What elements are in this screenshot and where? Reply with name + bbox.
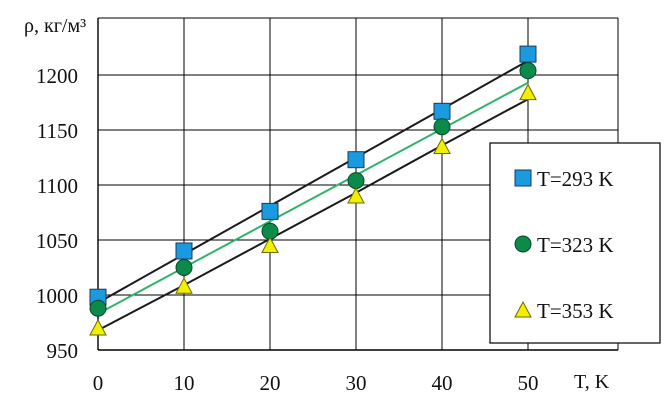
- triangle-marker: [347, 186, 365, 204]
- x-tick-label: 30: [346, 371, 367, 395]
- x-tick-label: 0: [93, 371, 104, 395]
- square-marker: [175, 242, 193, 260]
- square-marker: [347, 151, 365, 169]
- y-tick-label: 1050: [36, 229, 78, 253]
- x-tick-label: 40: [432, 371, 453, 395]
- triangle-marker: [89, 318, 107, 336]
- x-tick-label: 20: [260, 371, 281, 395]
- data-markers: [89, 45, 537, 336]
- y-tick-label: 1100: [37, 174, 78, 198]
- triangle-marker: [433, 137, 451, 154]
- trend-line: [97, 98, 529, 332]
- triangle-marker: [514, 300, 532, 318]
- trend-lines: [97, 59, 529, 332]
- y-axis-label: ρ, кг/м³: [24, 15, 86, 37]
- y-tick-label: 950: [47, 339, 79, 363]
- y-tick-label: 1150: [37, 119, 78, 143]
- circle-marker: [519, 62, 537, 80]
- x-tick-label: 50: [518, 371, 539, 395]
- tick-labels: 950 1000 1050 1100 1150 1200 0 10 20 30 40 50: [36, 64, 539, 395]
- square-marker: [519, 45, 537, 63]
- square-marker: [261, 202, 279, 220]
- triangle-marker: [261, 236, 279, 253]
- circle-marker: [514, 235, 532, 253]
- x-tick-label: 10: [174, 371, 195, 395]
- trend-line: [97, 59, 529, 304]
- square-marker: [514, 169, 532, 187]
- circle-marker: [175, 259, 193, 276]
- triangle-marker: [519, 83, 537, 101]
- legend-label: T=323 K: [537, 233, 614, 257]
- circle-marker: [89, 299, 107, 317]
- legend-label: T=293 K: [537, 167, 614, 191]
- legend: T=293 K T=323 K T=353 K: [489, 142, 661, 344]
- circle-marker: [433, 118, 451, 136]
- triangle-marker: [175, 277, 193, 294]
- y-tick-label: 1200: [36, 64, 78, 88]
- y-tick-label: 1000: [36, 284, 78, 308]
- trend-line: [97, 81, 529, 315]
- x-axis-label: T, K: [574, 371, 610, 393]
- square-marker: [433, 102, 451, 120]
- legend-label: T=353 K: [537, 299, 614, 323]
- circle-marker: [347, 172, 365, 190]
